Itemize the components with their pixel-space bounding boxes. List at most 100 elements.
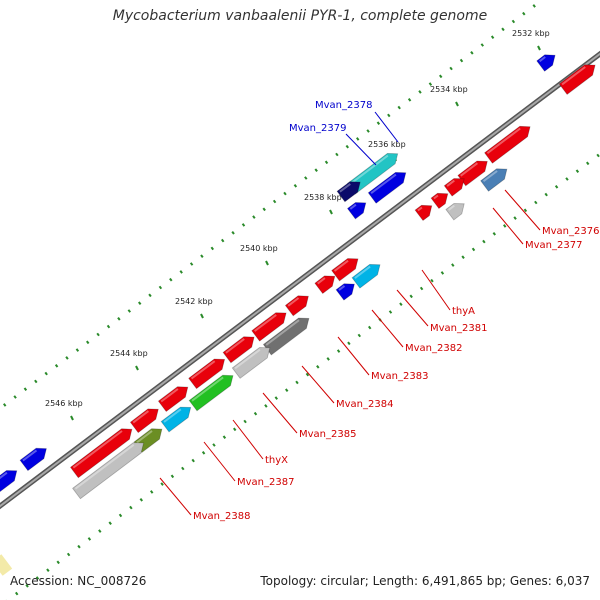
inner-track-dot <box>357 333 362 338</box>
inner-track-dot <box>492 232 497 236</box>
inner-track-dot <box>25 584 29 588</box>
outer-track-dot <box>262 207 266 212</box>
outer-track-dot <box>220 238 225 243</box>
outer-track-dot <box>397 105 401 110</box>
inner-track-dot <box>316 365 320 369</box>
inner-track-dot <box>471 247 476 252</box>
gene-arrow-gloss <box>339 183 351 193</box>
outer-track-dot <box>407 98 412 102</box>
inner-track-dot <box>544 192 548 197</box>
outer-track-dot <box>376 121 381 125</box>
inner-track-dot <box>77 544 81 549</box>
inner-track-dot <box>326 357 330 361</box>
inner-track-dot <box>170 474 175 479</box>
gene-label: Mvan_2388 <box>193 511 250 522</box>
gene-arrow <box>536 54 556 72</box>
gene-label: Mvan_2378 <box>315 100 372 111</box>
gene-arrow-gloss <box>333 259 349 272</box>
inner-track-dot <box>419 286 424 291</box>
kbp-tick-labels: 2532 kbp 2534 kbp 2536 kbp 2538 kbp 2540 kbp… <box>45 29 550 408</box>
inner-track-dot <box>585 161 590 166</box>
gene-arrow <box>480 168 508 192</box>
gene-arrow-gloss <box>433 194 439 200</box>
inner-track-dot <box>14 591 19 596</box>
outer-track-dot <box>85 340 90 345</box>
gene-label: Mvan_2385 <box>299 429 356 440</box>
inner-track-dot <box>461 255 465 259</box>
inner-track-dot <box>253 411 258 416</box>
outer-track-dot <box>345 144 350 149</box>
partial-gene-feature <box>0 554 13 576</box>
inner-track-dot <box>430 278 434 283</box>
inner-track-dot <box>212 443 216 447</box>
gene-label: Mvan_2384 <box>336 399 393 410</box>
inner-track-dot <box>596 153 600 158</box>
kbp-tick-label: 2542 kbp <box>175 297 213 306</box>
gene-arrow <box>367 171 407 204</box>
gene-arrow <box>445 203 465 221</box>
kbp-tick-label: 2532 kbp <box>512 29 550 38</box>
outer-track-dot <box>324 160 329 165</box>
label-leader-line <box>345 133 377 166</box>
inner-track-dot <box>118 513 123 518</box>
label-leader-line <box>203 441 236 482</box>
inner-track-dot <box>565 177 569 181</box>
gene-arrow-gloss <box>460 162 479 177</box>
inner-track-dot <box>534 200 538 205</box>
inner-track-dot <box>181 466 185 471</box>
major-tick-mark <box>329 209 333 215</box>
gene-arrow <box>314 275 336 295</box>
map-title: Mycobacterium vanbaalenii PYR-1, complet… <box>112 8 488 24</box>
outer-track-dot <box>231 231 235 235</box>
gene-arrow <box>188 358 226 390</box>
outer-track-dot <box>34 379 38 384</box>
major-tick-mark <box>70 415 74 421</box>
outer-track-dot <box>387 113 391 118</box>
gene-arrow <box>262 317 310 356</box>
gene-arrow-gloss <box>486 127 521 154</box>
label-leader-line <box>421 269 451 311</box>
gene-arrow <box>157 386 189 413</box>
inner-track-dot <box>264 404 268 408</box>
kbp-tick-label: 2546 kbp <box>45 399 83 408</box>
label-leader-line <box>371 309 404 348</box>
outer-track-dot <box>179 270 183 274</box>
outer-track-dot <box>13 395 17 399</box>
outer-track-dot <box>117 317 121 321</box>
inner-track-dot <box>523 208 528 213</box>
inner-track-dot <box>201 451 206 455</box>
kbp-tick-label: 2544 kbp <box>110 349 148 358</box>
gene-arrow <box>251 312 287 342</box>
gene-arrow-gloss <box>317 277 326 285</box>
gene-arrow-gloss <box>72 430 123 469</box>
inner-track-dot <box>284 388 289 392</box>
inner-track-dot <box>513 216 517 220</box>
gene-arrow <box>346 202 367 220</box>
gene-arrow-gloss <box>22 449 38 462</box>
outer-track-dot <box>189 262 194 266</box>
outer-track-dot <box>241 223 246 227</box>
gene-arrow <box>222 336 255 364</box>
inner-track-dot <box>274 396 279 400</box>
inner-track-dot <box>108 521 112 525</box>
gene-arrow-gloss <box>482 170 498 182</box>
outer-track-dot <box>355 137 360 141</box>
inner-track-dot <box>98 529 102 533</box>
inner-track-dot <box>409 294 413 299</box>
gene-arrow-gloss <box>349 203 357 210</box>
label-leader-line <box>337 336 370 376</box>
gene-arrow-gloss <box>561 66 586 86</box>
inner-track-dot <box>129 505 133 510</box>
label-leader-line <box>504 189 541 231</box>
label-leader-line <box>396 289 429 327</box>
outer-track-dot <box>127 309 132 313</box>
inner-track-dot <box>440 271 445 275</box>
gene-arrow <box>19 447 47 472</box>
gene-arrow-gloss <box>0 471 8 480</box>
gene-label: Mvan_2379 <box>289 123 346 134</box>
outer-track-dot <box>480 43 485 47</box>
kbp-tick-label: 2536 kbp <box>368 140 406 149</box>
gene-label: Mvan_2376 <box>542 226 599 237</box>
label-leader-line <box>374 111 399 143</box>
